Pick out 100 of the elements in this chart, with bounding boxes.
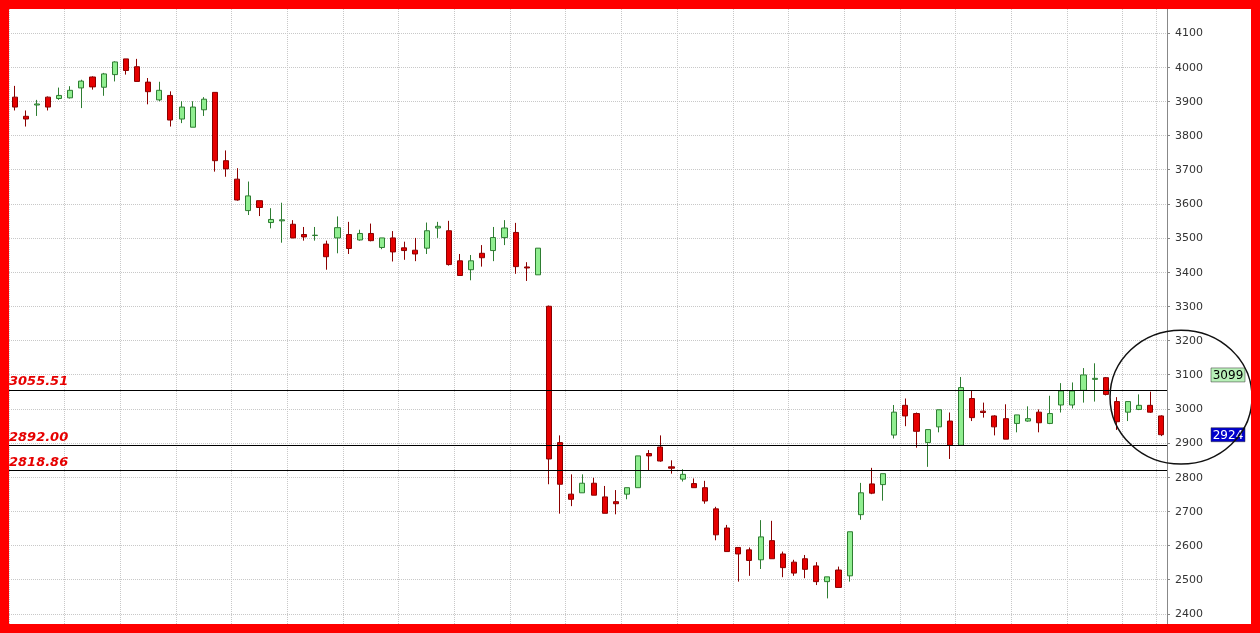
candlestick <box>568 473 574 507</box>
candlestick <box>791 559 797 577</box>
y-tick-label: 2400 <box>1175 607 1203 621</box>
candlestick <box>256 200 263 217</box>
candlestick <box>691 477 697 489</box>
candlestick <box>401 241 407 261</box>
candlestick <box>301 226 307 242</box>
y-tick-label: 3100 <box>1175 368 1203 382</box>
y-tick-label: 3900 <box>1175 94 1203 108</box>
candlestick <box>167 90 173 128</box>
candlestick <box>1069 381 1075 409</box>
candlestick <box>446 220 452 267</box>
candlestick <box>1158 414 1164 437</box>
candlestick <box>1014 414 1020 433</box>
y-tick-label: 3700 <box>1175 163 1203 177</box>
candlestick <box>980 402 986 419</box>
candlestick <box>45 95 51 111</box>
candlestick <box>535 247 541 276</box>
candlestick <box>290 219 296 239</box>
candlestick <box>668 459 675 475</box>
candlestick <box>212 91 218 173</box>
candlestick <box>89 75 96 91</box>
text: 3099 <box>1212 367 1244 382</box>
candlestick <box>245 181 251 216</box>
candlestick <box>12 85 18 111</box>
candlestick <box>490 226 496 262</box>
y-tick-label: 4000 <box>1175 60 1203 74</box>
y-tick-label: 3300 <box>1175 299 1203 313</box>
candlestick <box>624 487 630 500</box>
y-tick-label: 3500 <box>1175 231 1203 245</box>
candlestick <box>368 223 374 242</box>
candlestick <box>357 229 363 242</box>
y-tick-label: 2800 <box>1175 470 1203 484</box>
candlestick <box>1036 408 1042 433</box>
candlestick <box>657 434 663 463</box>
candlestick <box>435 221 441 239</box>
y-tick-label: 2900 <box>1175 436 1203 450</box>
candlestick <box>67 85 73 100</box>
candlestick <box>346 221 352 255</box>
candlestick <box>334 215 341 254</box>
candlestick <box>223 149 229 178</box>
ref-line-label: 2892.00 <box>9 428 69 444</box>
candlestick <box>880 473 886 502</box>
candlestick <box>813 561 819 586</box>
candlestick <box>501 219 508 246</box>
candlestick <box>1147 391 1153 414</box>
y-tick-label: 4100 <box>1175 26 1203 40</box>
candlestick <box>702 480 708 505</box>
candlestick <box>323 240 329 271</box>
candlestick <box>1092 362 1098 403</box>
candlestick <box>713 506 719 541</box>
candlestick <box>902 398 908 427</box>
candlestick <box>613 489 619 515</box>
candlestick <box>1136 393 1142 411</box>
y-tick-label: 3800 <box>1175 128 1203 142</box>
candlestick <box>524 261 530 282</box>
candlestick <box>424 222 430 255</box>
candlestick <box>724 524 730 553</box>
candlestick <box>468 254 474 281</box>
candlestick <box>1125 401 1131 422</box>
candlestick <box>735 546 741 583</box>
candlestick <box>947 412 953 460</box>
candlestick <box>824 576 830 599</box>
candlestick <box>579 473 585 494</box>
candlestick <box>479 244 485 268</box>
candlestick <box>769 520 775 560</box>
candlestick <box>602 485 608 514</box>
candlestick <box>802 554 808 579</box>
candlestick <box>201 96 207 117</box>
candlestick <box>1114 396 1120 431</box>
candlestick <box>635 455 641 489</box>
candlestick <box>156 81 162 102</box>
candlestick <box>958 376 964 446</box>
candlestick <box>513 222 519 275</box>
candlestick <box>1058 382 1064 414</box>
candlestick <box>312 226 318 242</box>
candlestick <box>1080 367 1087 404</box>
candlestick <box>145 77 151 105</box>
candlestick <box>936 409 942 433</box>
candlestick <box>557 434 563 515</box>
y-tick-label: 2600 <box>1175 538 1203 552</box>
ref-line-label: 3055.51 <box>9 372 69 388</box>
candlestick <box>279 202 285 244</box>
candlestick <box>23 109 29 128</box>
ref-line-label: 2818.86 <box>9 453 69 469</box>
candlestick <box>913 412 920 449</box>
candlestick <box>1025 405 1031 423</box>
candlestick <box>34 99 40 117</box>
candlestick <box>646 449 652 471</box>
candlestick <box>379 237 385 250</box>
candlestick <box>56 87 62 101</box>
candlestick <box>591 477 597 496</box>
candlestick <box>546 305 552 485</box>
candlestick <box>457 253 463 276</box>
candlestick <box>869 467 875 495</box>
candlestick <box>780 551 786 578</box>
candlestick <box>1103 376 1109 396</box>
candlestick <box>134 58 140 82</box>
candlestick <box>680 468 686 483</box>
candlestick <box>1003 403 1009 440</box>
